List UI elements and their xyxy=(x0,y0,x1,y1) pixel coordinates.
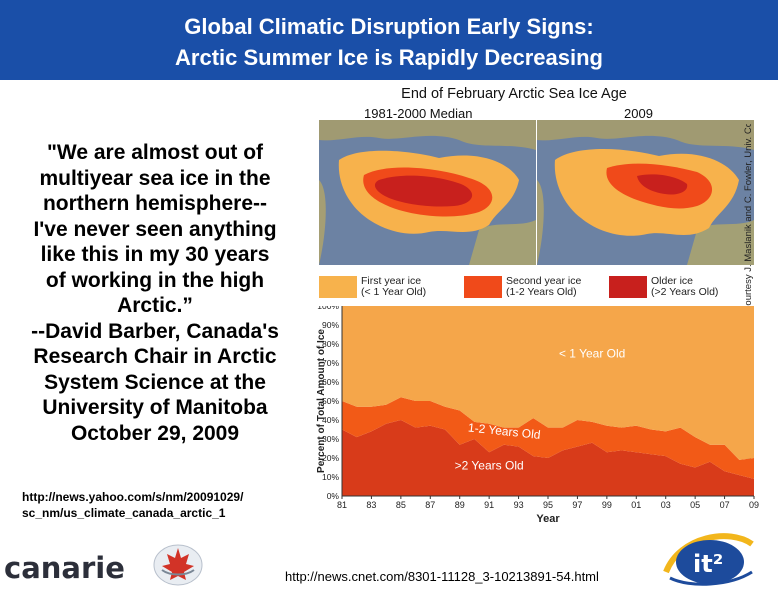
source-link-line-2: sc_nm/us_climate_canada_arctic_1 xyxy=(22,506,226,520)
legend-sublabel: (< 1 Year Old) xyxy=(361,286,427,298)
legend-older-ice: Older ice (>2 Years Old) xyxy=(609,276,729,298)
legend-first-year-ice: First year ice (< 1 Year Old) xyxy=(319,276,469,298)
map-right-label: 2009 xyxy=(624,106,653,121)
legend-sublabel: (1-2 Years Old) xyxy=(506,286,577,298)
quote-line: of working in the high xyxy=(45,268,265,292)
y-tick-label: 100% xyxy=(317,306,339,311)
footer-url-link[interactable]: http://news.cnet.com/8301-11128_3-102138… xyxy=(285,569,599,584)
legend-swatch xyxy=(464,276,502,298)
slide-title: Global Climatic Disruption Early Signs: … xyxy=(0,11,778,73)
canarie-logo: canarie xyxy=(4,552,125,585)
figure-credit: National Snow and Ice Data Center, court… xyxy=(743,124,754,464)
y-tick-label: 60% xyxy=(322,377,339,387)
maple-leaf-logo xyxy=(153,544,203,586)
quote-block: "We are almost out of multiyear sea ice … xyxy=(0,140,310,446)
quote-attribution-line: System Science at the xyxy=(44,370,266,394)
quote-line: I've never seen anything xyxy=(33,217,277,241)
sea-ice-map-2009 xyxy=(537,120,754,265)
y-tick-label: 70% xyxy=(322,358,339,368)
quote-line: like this in my 30 years xyxy=(40,243,270,266)
y-tick-label: 50% xyxy=(322,396,339,406)
x-tick-label: 03 xyxy=(661,500,671,510)
y-tick-label: 20% xyxy=(322,453,339,463)
x-tick-label: 09 xyxy=(749,500,759,510)
x-tick-label: 01 xyxy=(631,500,641,510)
y-tick-label: 40% xyxy=(322,415,339,425)
x-tick-label: 87 xyxy=(425,500,435,510)
figure-credit-text: National Snow and Ice Data Center, court… xyxy=(743,124,754,464)
ice-age-chart: 0% 10% 20% 30% 40% 50% 60% 70% 80% 90% 100% 81 83 85 8… xyxy=(316,306,759,525)
x-tick-label: 83 xyxy=(366,500,376,510)
y-tick-label: 10% xyxy=(322,472,339,482)
it2-logo: it² xyxy=(663,533,754,586)
legend-label: First year ice xyxy=(361,275,422,287)
series-annotation-2: >2 Years Old xyxy=(455,458,524,472)
y-axis-label: Percent of Total Amount of Ice xyxy=(316,329,327,473)
y-tick-label: 90% xyxy=(322,320,339,330)
x-tick-label: 05 xyxy=(690,500,700,510)
canarie-logo-text: canarie xyxy=(4,552,125,585)
y-tick-label: 30% xyxy=(322,434,339,444)
quote-line: northern hemisphere-- xyxy=(42,192,268,215)
sea-ice-figure: End of February Arctic Sea Ice Age 1981-… xyxy=(314,84,760,534)
quote-line: "We are almost out of xyxy=(46,141,264,164)
legend-second-year-ice: Second year ice (1-2 Years Old) xyxy=(464,276,614,298)
y-tick-label: 80% xyxy=(322,339,339,349)
legend-sublabel: (>2 Years Old) xyxy=(651,286,719,298)
x-tick-label: 97 xyxy=(572,500,582,510)
legend-label: Second year ice xyxy=(506,275,582,287)
sea-ice-map-1981-2000 xyxy=(319,120,536,265)
slide-header: Global Climatic Disruption Early Signs: … xyxy=(0,0,778,80)
map-left-label: 1981-2000 Median xyxy=(364,106,473,121)
source-link-line-1: http://news.yahoo.com/s/nm/20091029/ xyxy=(22,490,244,504)
quote-attribution-line: Research Chair in Arctic xyxy=(33,345,277,368)
x-tick-label: 81 xyxy=(337,500,347,510)
x-tick-label: 89 xyxy=(455,500,465,510)
quote-line: multiyear sea ice in the xyxy=(39,166,271,190)
quote-line: Arctic.” xyxy=(117,294,193,317)
legend-swatch xyxy=(319,276,357,298)
it2-logo-text: it² xyxy=(693,550,723,578)
quote-attribution-line: --David Barber, Canada's xyxy=(31,319,279,343)
legend-label: Older ice xyxy=(651,275,694,287)
series-annotation-0: < 1 Year Old xyxy=(559,346,625,360)
quote-attribution-line: University of Manitoba xyxy=(42,396,268,419)
x-tick-label: 07 xyxy=(720,500,730,510)
x-tick-label: 85 xyxy=(396,500,406,510)
x-tick-label: 91 xyxy=(484,500,494,510)
area-series-1 xyxy=(342,397,754,479)
figure-title: End of February Arctic Sea Ice Age xyxy=(401,86,627,102)
quote-date: October 29, 2009 xyxy=(70,421,240,445)
slide-title-line-1: Global Climatic Disruption Early Signs: xyxy=(184,14,594,39)
legend-swatch xyxy=(609,276,647,298)
x-axis-label: Year xyxy=(536,513,560,525)
x-tick-label: 99 xyxy=(602,500,612,510)
source-link[interactable]: http://news.yahoo.com/s/nm/20091029/ sc_… xyxy=(22,489,312,521)
slide-title-line-2: Arctic Summer Ice is Rapidly Decreasing xyxy=(175,45,603,70)
area-series-2 xyxy=(342,306,754,460)
y-tick-label: 0% xyxy=(327,491,340,501)
x-tick-label: 95 xyxy=(543,500,553,510)
x-tick-label: 93 xyxy=(514,500,524,510)
